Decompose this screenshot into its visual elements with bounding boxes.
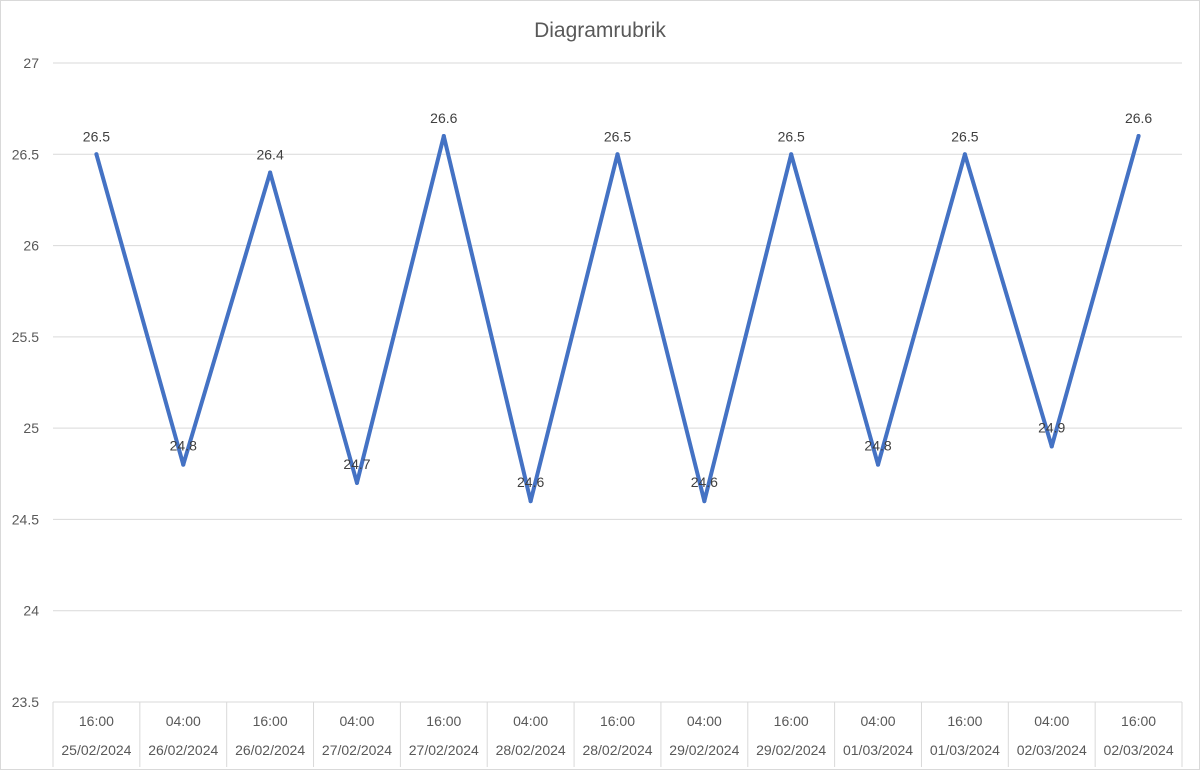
chart-title: Diagramrubrik	[534, 19, 666, 42]
y-tick-label: 27	[23, 55, 39, 71]
x-tick-label-date: 01/03/2024	[930, 742, 1000, 758]
y-tick-label: 23.5	[12, 694, 39, 710]
series-line	[94, 134, 1141, 504]
x-tick-label-date: 01/03/2024	[843, 742, 913, 758]
x-axis: 16:00 25/02/2024 04:00 26/02/2024 16:00 26/02…	[52, 702, 1183, 767]
x-tick-label-date: 26/02/2024	[235, 742, 305, 758]
x-tick-label-time: 04:00	[1034, 713, 1069, 729]
x-tick-label-date: 29/02/2024	[669, 742, 739, 758]
x-tick-label-date: 02/03/2024	[1104, 742, 1174, 758]
data-point	[1049, 444, 1054, 449]
data-point	[528, 499, 533, 504]
y-axis: 23.5 24 24.5 25 25.5 26 26.5 27	[12, 55, 39, 710]
data-label: 26.6	[1125, 110, 1152, 126]
data-point	[268, 170, 273, 175]
data-point	[354, 480, 359, 485]
data-label: 24.8	[170, 438, 197, 454]
x-tick-label-date: 29/02/2024	[756, 742, 826, 758]
data-label: 26.6	[430, 110, 457, 126]
data-label: 24.6	[691, 474, 718, 490]
data-point	[702, 499, 707, 504]
x-tick-label-time: 16:00	[774, 713, 809, 729]
y-tick-label: 25.5	[12, 329, 39, 345]
data-point	[181, 462, 186, 467]
x-tick-label-time: 16:00	[79, 713, 114, 729]
data-label: 26.5	[83, 128, 110, 144]
x-tick-label-time: 04:00	[339, 713, 374, 729]
x-tick-label-time: 04:00	[166, 713, 201, 729]
x-tick-label-time: 04:00	[687, 713, 722, 729]
data-label: 24.9	[1038, 419, 1065, 435]
x-tick-label-time: 16:00	[947, 713, 982, 729]
x-tick-label-time: 16:00	[600, 713, 635, 729]
y-tick-label: 24	[23, 603, 39, 619]
data-point	[94, 152, 99, 157]
x-tick-label-date: 27/02/2024	[322, 742, 392, 758]
data-point	[1136, 134, 1141, 139]
x-tick-label-time: 16:00	[253, 713, 288, 729]
y-tick-label: 25	[23, 420, 39, 436]
data-point	[615, 152, 620, 157]
x-tick-label-time: 04:00	[513, 713, 548, 729]
x-tick-label-date: 27/02/2024	[409, 742, 479, 758]
x-tick-label-time: 04:00	[861, 713, 896, 729]
data-label: 26.5	[604, 128, 631, 144]
data-point	[876, 462, 881, 467]
x-tick-label-date: 28/02/2024	[496, 742, 566, 758]
data-point	[789, 152, 794, 157]
data-label: 26.5	[778, 128, 805, 144]
data-label: 26.4	[256, 147, 283, 163]
x-tick-label-date: 26/02/2024	[148, 742, 218, 758]
y-tick-label: 24.5	[12, 511, 39, 527]
y-tick-label: 26.5	[12, 146, 39, 162]
x-tick-label-date: 25/02/2024	[61, 742, 131, 758]
x-tick-label-time: 16:00	[1121, 713, 1156, 729]
data-label: 24.7	[343, 456, 370, 472]
series	[94, 134, 1141, 504]
data-point	[962, 152, 967, 157]
x-tick-label-date: 28/02/2024	[582, 742, 652, 758]
data-point	[441, 134, 446, 139]
x-tick-label-time: 16:00	[426, 713, 461, 729]
data-label: 26.5	[951, 128, 978, 144]
data-labels: 26.5 24.8 26.4 24.7 26.6 24.6 26.5 24.6 26.5 24.8…	[83, 110, 1153, 490]
y-tick-label: 26	[23, 238, 39, 254]
data-label: 24.8	[864, 438, 891, 454]
data-label: 24.6	[517, 474, 544, 490]
x-tick-label-date: 02/03/2024	[1017, 742, 1087, 758]
